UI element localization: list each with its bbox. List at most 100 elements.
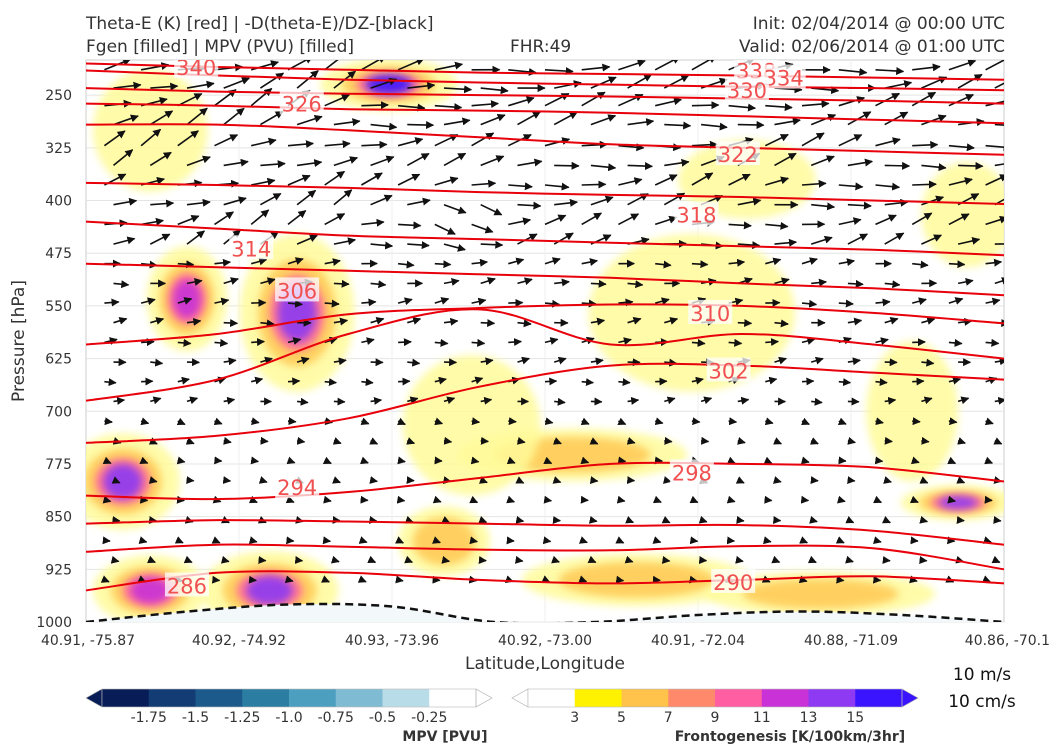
wind-vector	[404, 555, 414, 564]
wind-vector	[443, 243, 466, 252]
wind-vector	[912, 417, 921, 426]
wind-vector	[772, 476, 782, 484]
wind-vector	[921, 396, 933, 405]
wind-vector	[800, 417, 810, 426]
wind-vector	[177, 92, 203, 107]
wind-vector	[800, 456, 810, 465]
wind-vector	[434, 417, 444, 426]
wind-vector	[222, 476, 232, 485]
init-time: Init: 02/04/2014 @ 00:00 UTC	[752, 14, 1005, 34]
theta-e-contour-310	[86, 303, 1004, 346]
wind-vector	[837, 417, 847, 426]
wind-vector	[434, 223, 456, 235]
wind-vector	[186, 107, 208, 126]
wind-vector	[177, 338, 192, 347]
y-tick-label: 475	[45, 246, 72, 262]
wind-vector	[186, 230, 206, 245]
wind-vector	[186, 80, 215, 89]
wind-vector	[177, 215, 200, 226]
wind-vector	[140, 417, 150, 426]
wind-vector	[801, 132, 825, 147]
wind-vector	[921, 234, 943, 245]
wind-vector	[250, 257, 268, 266]
wind-vector	[618, 177, 643, 186]
wind-vector	[838, 299, 854, 308]
wind-vector	[911, 297, 927, 306]
wind-vector	[296, 234, 318, 245]
wind-vector	[884, 396, 897, 405]
wind-vector	[287, 174, 311, 186]
wind-vector	[957, 396, 970, 405]
wind-vector	[443, 436, 453, 445]
wind-vector	[873, 495, 883, 504]
wind-vector	[324, 170, 346, 186]
wind-vector	[921, 317, 936, 325]
wind-vector	[919, 476, 929, 484]
wind-vector	[875, 66, 905, 75]
wind-vector	[948, 143, 975, 152]
wind-vector	[360, 495, 369, 504]
wind-vector	[838, 258, 855, 267]
wind-vector	[618, 337, 632, 346]
wind-vector	[655, 260, 672, 269]
colorbar-swatch	[621, 689, 669, 707]
wind-vector	[185, 437, 195, 445]
wind-vector	[395, 575, 404, 584]
wind-vector	[296, 356, 310, 365]
wind-vector	[150, 358, 164, 367]
wind-vector	[701, 122, 728, 131]
wind-vector	[370, 122, 398, 131]
wind-vector	[581, 212, 602, 226]
wind-vector	[248, 575, 257, 584]
wind-vector	[764, 133, 789, 147]
wind-vector	[177, 376, 190, 385]
wind-vector	[480, 318, 496, 327]
wind-vector	[443, 317, 459, 326]
wind-vector	[398, 221, 422, 230]
wind-vector	[395, 536, 405, 544]
contour-labels: 340 3383343303263223183143063103022982942…	[164, 60, 806, 598]
contour-label: 298	[672, 461, 712, 485]
wind-vector	[407, 121, 435, 130]
wind-vector	[333, 118, 361, 127]
wind-vector	[258, 476, 268, 484]
wind-vector	[287, 140, 314, 149]
wind-vector	[765, 176, 789, 186]
wind-vector	[847, 317, 863, 326]
wind-vector	[994, 82, 1004, 89]
wind-vector	[654, 60, 681, 71]
wind-vector	[508, 338, 522, 346]
wind-vector	[910, 536, 919, 545]
colorbar-swatch	[761, 689, 809, 707]
wind-vector	[698, 556, 708, 565]
wind-vector	[578, 536, 588, 544]
colorbar-extend-high	[475, 688, 493, 708]
terrain-line	[86, 602, 1004, 622]
fgen-contour	[558, 561, 715, 598]
wind-vector	[652, 536, 662, 544]
wind-vector	[251, 137, 277, 147]
wind-vector	[469, 495, 479, 504]
wind-vector	[994, 357, 1004, 366]
wind-vector	[618, 298, 634, 307]
colorbar-tick-label: 5	[617, 710, 626, 726]
wind-vector	[250, 209, 270, 226]
wind-vector	[177, 260, 195, 269]
wind-vector	[728, 173, 751, 186]
wind-vector	[838, 456, 847, 465]
wind-vector	[590, 114, 617, 126]
wind-vector	[543, 456, 553, 465]
wind-vector	[174, 536, 184, 544]
contour-label-bg	[275, 474, 320, 499]
wind-vector	[147, 555, 156, 564]
wind-vector	[764, 417, 774, 426]
wind-vector	[994, 163, 1004, 167]
wind-vector	[691, 260, 709, 269]
wind-vector	[590, 357, 604, 366]
contour-label: 290	[713, 571, 753, 595]
wind-vector	[251, 417, 260, 426]
wind-vector	[798, 575, 808, 584]
theta-e-contour-322	[86, 181, 1004, 205]
wind-vector	[112, 149, 134, 167]
wind-vector	[544, 182, 570, 191]
